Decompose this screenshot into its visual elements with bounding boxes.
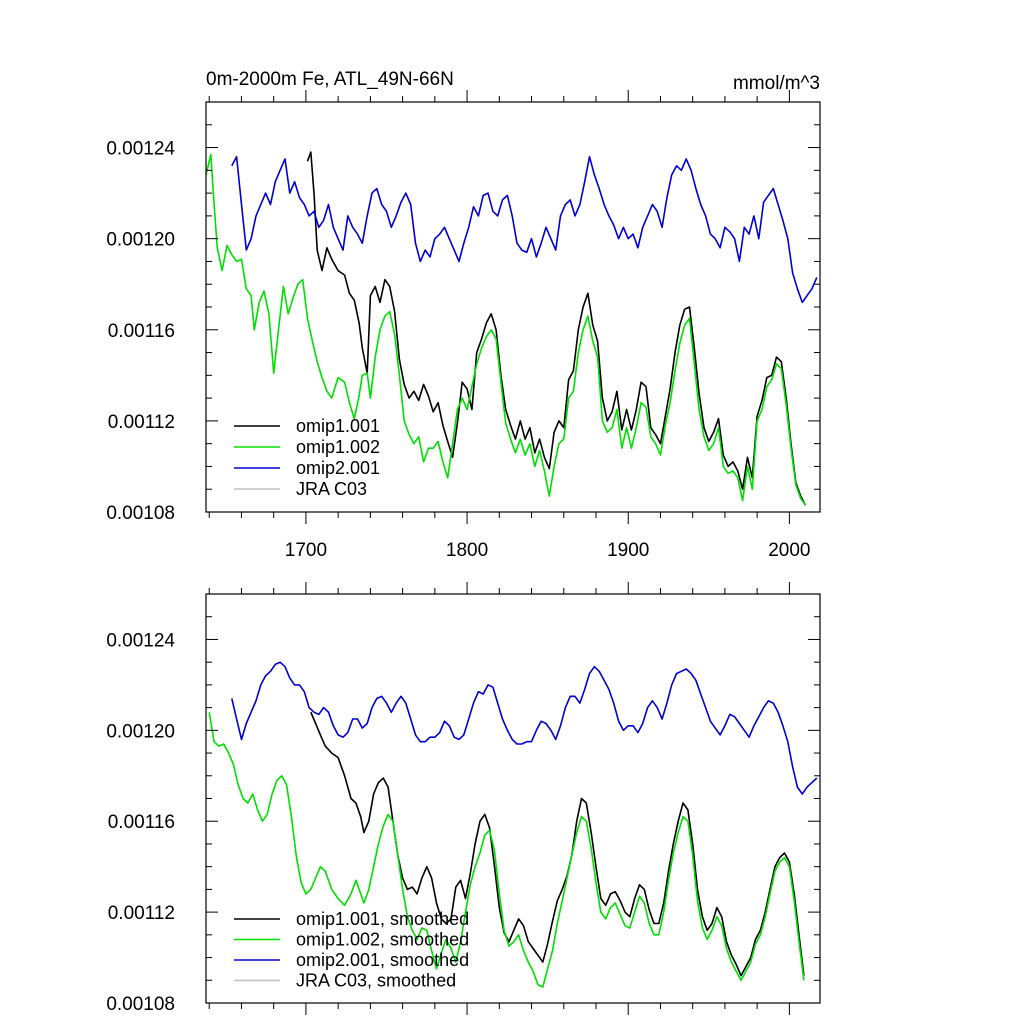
series-line-omip1-001	[306, 151, 807, 506]
y-tick-label: 0.00112	[108, 412, 175, 433]
y-tick-label: 0.00124	[106, 139, 175, 160]
chart-panel-1: 0m-2000m Fe, ATL_49N-66N mmol/m^3 0.00108 0…	[106, 69, 821, 561]
x-tick-label: 1700	[285, 540, 327, 561]
y-tick-label: 0.00116	[108, 812, 175, 833]
chart-title: 0m-2000m Fe, ATL_49N-66N	[206, 69, 454, 90]
series-line-omip2-001-smoothed	[231, 661, 818, 795]
legend-label: omip1.001, smoothed	[296, 909, 469, 929]
chart-units: mmol/m^3	[733, 73, 820, 94]
y-tick-label: 0.00108	[106, 503, 175, 524]
legend-label: omip1.002, smoothed	[296, 930, 469, 950]
series-line-omip1-002	[206, 153, 807, 506]
plot-area	[206, 151, 818, 506]
legend-label: omip1.001	[296, 416, 380, 436]
y-tick-label: 0.00120	[106, 230, 175, 251]
y-tick-label: 0.00120	[106, 721, 175, 742]
series-line-omip2-001	[231, 155, 818, 304]
x-tick-label: 1800	[446, 540, 488, 561]
legend-label: omip1.002	[296, 437, 380, 457]
x-tick-label: 1900	[607, 540, 649, 561]
plot-area	[208, 661, 818, 988]
y-tick-label: 0.00116	[108, 321, 175, 342]
y-tick-label: 0.00124	[106, 630, 175, 651]
legend-label: JRA C03, smoothed	[296, 971, 456, 991]
legend-label: omip2.001, smoothed	[296, 950, 469, 970]
series-line-omip1-002-smoothed	[208, 712, 805, 988]
chart-panel-2: 0.00108 0.00112 0.00116 0.00120 0.00124 omip1…	[106, 582, 821, 1015]
y-tick-label: 0.00112	[108, 903, 175, 924]
legend-label: omip2.001	[296, 458, 380, 478]
x-tick-label: 2000	[768, 540, 810, 561]
y-tick-label: 0.00108	[106, 994, 175, 1015]
legend-label: JRA C03	[296, 479, 367, 499]
